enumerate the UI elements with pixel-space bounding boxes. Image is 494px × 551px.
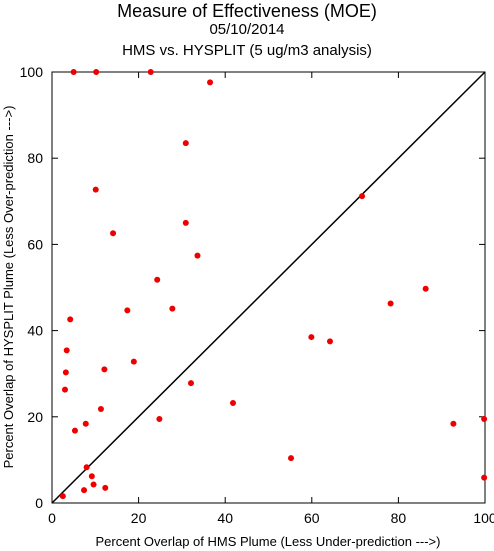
data-point xyxy=(67,316,74,323)
data-point xyxy=(62,369,69,376)
x-tick-label: 100 xyxy=(473,510,494,526)
data-point xyxy=(288,455,295,462)
data-point xyxy=(154,276,161,283)
data-point xyxy=(308,334,315,341)
data-point xyxy=(422,285,429,292)
chart-subtitle-date: 05/10/2014 xyxy=(209,21,285,38)
data-point xyxy=(83,464,90,471)
x-tick-label: 0 xyxy=(48,510,56,526)
x-tick-label: 60 xyxy=(304,510,320,526)
y-tick-label: 20 xyxy=(27,409,43,425)
x-tick-label: 80 xyxy=(391,510,407,526)
data-point xyxy=(88,473,95,480)
data-point xyxy=(182,140,189,147)
data-point xyxy=(156,415,163,422)
data-point xyxy=(102,484,109,491)
data-point xyxy=(194,252,201,259)
data-point xyxy=(450,420,457,427)
data-point xyxy=(81,487,88,494)
data-point xyxy=(169,305,176,312)
y-tick-label: 0 xyxy=(35,495,43,511)
data-point xyxy=(359,193,366,200)
data-point xyxy=(93,69,100,75)
data-point xyxy=(110,230,117,237)
reference-diagonal-line xyxy=(51,71,486,504)
y-tick-label: 80 xyxy=(27,150,43,166)
y-axis-label: Percent Overlap of HYSPLIT Plume (Less O… xyxy=(1,106,16,469)
x-tick-label: 40 xyxy=(217,510,233,526)
y-tick-label: 100 xyxy=(20,64,44,80)
data-point xyxy=(61,386,68,393)
x-tick-label: 20 xyxy=(131,510,147,526)
chart-title: Measure of Effectiveness (MOE) xyxy=(117,1,377,21)
data-point xyxy=(59,493,66,500)
data-point xyxy=(82,420,89,427)
data-point xyxy=(101,366,108,373)
data-point xyxy=(387,300,394,307)
data-point xyxy=(207,79,214,86)
data-point xyxy=(187,380,194,387)
data-point xyxy=(481,474,488,481)
data-point xyxy=(481,415,488,422)
data-point xyxy=(97,406,104,413)
data-point xyxy=(229,400,236,407)
data-point xyxy=(124,307,131,314)
y-tick-label: 40 xyxy=(27,323,43,339)
data-point xyxy=(147,69,154,75)
data-point xyxy=(182,219,189,226)
data-point xyxy=(90,481,97,488)
y-tick-label: 60 xyxy=(27,236,43,252)
data-point xyxy=(63,347,70,354)
x-axis-label: Percent Overlap of HMS Plume (Less Under… xyxy=(96,534,441,549)
chart-subtitle-analysis: HMS vs. HYSPLIT (5 ug/m3 analysis) xyxy=(122,42,372,59)
data-point xyxy=(71,427,78,434)
data-point xyxy=(326,338,333,345)
data-point xyxy=(70,69,77,75)
plot-frame xyxy=(51,71,486,504)
data-point xyxy=(130,358,137,365)
data-point xyxy=(92,186,99,193)
